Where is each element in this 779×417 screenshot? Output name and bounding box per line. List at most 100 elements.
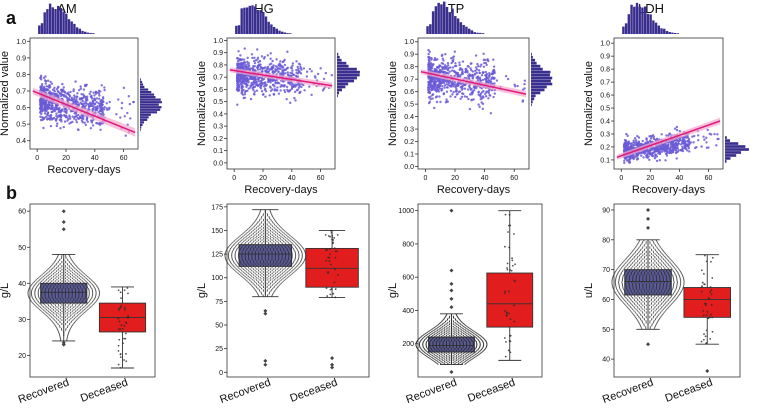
swarm-point: [117, 344, 120, 347]
scatter-point: [506, 77, 510, 81]
swarm-point: [254, 278, 256, 280]
swarm-point: [71, 320, 73, 322]
swarm-point: [290, 273, 292, 276]
scatter-point: [665, 154, 669, 157]
swarm-point: [44, 274, 46, 276]
scatter-point: [283, 58, 286, 62]
scatter-point: [479, 79, 482, 82]
scatter-point: [84, 95, 87, 99]
scatter-point: [290, 84, 294, 87]
swarm-point: [54, 300, 56, 302]
scatter-point: [88, 102, 91, 106]
swarm-point: [49, 306, 51, 308]
x-tick-label: 40: [481, 175, 489, 182]
scatter-point: [56, 122, 59, 125]
swarm-point: [52, 309, 54, 311]
scatter-point: [97, 92, 101, 95]
scatter-point: [441, 57, 444, 60]
swarm-point: [39, 281, 42, 283]
swarm-point: [259, 279, 261, 281]
y-tick-label: 0.5: [213, 99, 223, 106]
scatter-point: [89, 119, 93, 122]
histogram-bar: [531, 76, 553, 80]
histogram-bar: [140, 103, 159, 106]
scatter-point: [291, 62, 295, 65]
scatter-point: [53, 86, 56, 90]
scatter-point: [293, 96, 296, 100]
scatter-point: [460, 85, 464, 88]
scatter-point: [59, 116, 63, 119]
scatter-point: [79, 87, 83, 90]
scatter-point: [449, 89, 453, 93]
swarm-point: [283, 271, 285, 273]
swarm-point: [64, 313, 67, 315]
swarm-point: [243, 277, 245, 279]
swarm-point: [38, 280, 40, 282]
scatter-point: [283, 68, 286, 72]
histogram-bar: [337, 55, 340, 59]
scatter-point: [653, 157, 657, 160]
scatter-point: [492, 95, 495, 99]
swarm-point: [250, 280, 252, 282]
swarm-point: [119, 328, 122, 331]
scatter-point: [482, 96, 485, 99]
swarm-point: [59, 314, 61, 316]
swarm-point: [126, 316, 129, 319]
swarm-point: [54, 268, 56, 270]
scatter-point: [72, 89, 75, 93]
scatter-point: [102, 100, 105, 104]
swarm-point: [51, 283, 53, 285]
histogram-bar: [531, 61, 537, 65]
swarm-point: [70, 317, 72, 319]
scatter-point: [275, 58, 278, 61]
scatter-point: [681, 139, 684, 142]
swarm-point: [61, 283, 63, 285]
y-axis-label: Normalized value: [0, 51, 11, 136]
scatter-point: [627, 147, 631, 151]
x-axis-label: Recovery-days: [437, 184, 511, 196]
histogram-bar: [54, 9, 57, 34]
histogram-bar: [140, 116, 149, 119]
swarm-point: [273, 271, 275, 273]
scatter-point: [85, 116, 89, 119]
swarm-point: [81, 277, 83, 279]
swarm-point: [57, 265, 60, 267]
scatter-point: [681, 149, 685, 153]
scatter-point: [476, 62, 479, 66]
scatter-point: [295, 71, 298, 74]
scatter-point: [648, 149, 651, 153]
scatter-point: [473, 72, 477, 75]
x-tick-label: 40: [288, 175, 296, 182]
scatter-point: [439, 81, 443, 84]
scatter-panel-am: AM0 20 40 600.40.50.60.70.80.91.0Recovery-d…: [0, 1, 162, 176]
scatter-point: [248, 76, 252, 80]
scatter-point: [470, 98, 473, 102]
swarm-point: [68, 254, 70, 256]
swarm-point: [264, 275, 266, 277]
swarm-point: [254, 272, 256, 274]
swarm-point: [76, 302, 79, 304]
swarm-point: [42, 278, 45, 280]
scatter-point: [39, 74, 43, 77]
scatter-point: [241, 64, 245, 68]
scatter-point: [241, 89, 244, 92]
swarm-point: [266, 273, 268, 276]
swarm-point: [72, 316, 74, 318]
scatter-point: [625, 147, 628, 150]
swarm-point: [275, 275, 277, 277]
swarm-point: [64, 265, 67, 267]
scatter-point: [433, 106, 436, 110]
swarm-point: [87, 302, 89, 304]
scatter-point: [449, 95, 452, 98]
swarm-point: [52, 273, 55, 275]
scatter-point: [427, 65, 431, 68]
histogram-bar: [476, 32, 479, 34]
scatter-point: [636, 153, 639, 157]
scatter-point: [44, 110, 47, 113]
swarm-point: [259, 273, 261, 276]
scatter-panel-tp: TP0 20 40 600.00.10.20.30.40.50.60.70.80.91…: [387, 1, 553, 196]
scatter-point: [523, 87, 526, 90]
scatter-point: [436, 65, 439, 69]
scatter-point: [47, 101, 51, 104]
scatter-point: [693, 134, 696, 138]
